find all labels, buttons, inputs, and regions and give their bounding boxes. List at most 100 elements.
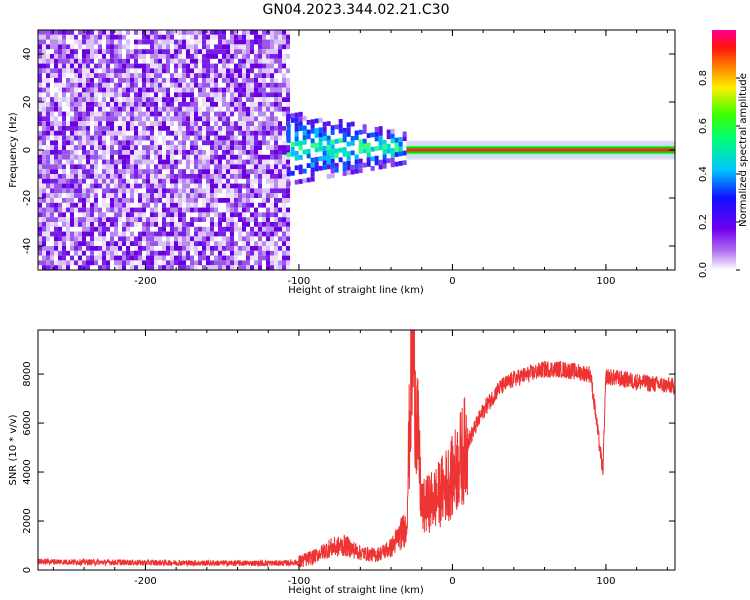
spectrogram-cell bbox=[218, 39, 222, 45]
spectrogram-cell bbox=[238, 49, 242, 54]
spectrogram-cell bbox=[282, 63, 286, 69]
spectrogram-cell bbox=[258, 150, 262, 155]
spectrogram-cell bbox=[290, 118, 295, 123]
spectrogram-cell bbox=[130, 145, 134, 150]
spectrogram-cell bbox=[258, 246, 262, 251]
spectrogram-cell bbox=[170, 231, 174, 237]
spectrogram-cell bbox=[42, 250, 46, 256]
spectrogram-cell bbox=[194, 135, 198, 141]
spectrogram-cell bbox=[38, 212, 42, 218]
spectrogram-cell bbox=[174, 49, 178, 54]
spectrogram-cell bbox=[190, 49, 194, 54]
spectrogram-cell bbox=[194, 82, 198, 88]
spectrogram-cell bbox=[246, 255, 250, 261]
spectrogram-cell bbox=[110, 78, 114, 83]
spectrogram-cell bbox=[42, 106, 46, 112]
spectrogram-cell bbox=[142, 217, 146, 222]
spectrogram-cell bbox=[62, 92, 66, 98]
spectrogram-cell bbox=[266, 236, 270, 242]
spectrogram-cell bbox=[294, 141, 299, 147]
spectrogram-cell bbox=[62, 111, 66, 117]
spectrogram-cell bbox=[234, 82, 238, 88]
spectrogram-cell bbox=[118, 82, 122, 88]
spectrogram-cell bbox=[218, 92, 222, 98]
spectrogram-cell bbox=[186, 193, 190, 198]
spectrogram-cell bbox=[258, 68, 262, 74]
spectrogram-cell bbox=[342, 171, 347, 176]
spectrogram-cell bbox=[250, 130, 254, 136]
spectrogram-cell bbox=[38, 164, 42, 170]
spectrogram-cell bbox=[94, 68, 98, 74]
spectrogram-cell bbox=[330, 168, 335, 174]
spectrogram-cell bbox=[330, 154, 335, 159]
spectrogram-cell bbox=[346, 170, 351, 176]
spectrogram-cell bbox=[326, 173, 331, 179]
spectrogram-cell bbox=[106, 102, 110, 107]
spectrogram-cell bbox=[266, 255, 270, 261]
spectrogram-cell bbox=[134, 241, 138, 246]
spectrogram-cell bbox=[366, 133, 371, 138]
spectrogram-cell bbox=[126, 222, 130, 227]
spectrogram-cell bbox=[198, 150, 202, 155]
spectrogram-cell bbox=[46, 145, 50, 150]
spectrogram-cell bbox=[190, 97, 194, 102]
spectrogram-cell bbox=[198, 241, 202, 246]
spectrogram-cell bbox=[194, 39, 198, 45]
spectrogram-cell bbox=[182, 87, 186, 93]
spectrogram-cell bbox=[186, 39, 190, 45]
colorbar-tick-label: 0.0 bbox=[698, 262, 709, 278]
spectrogram-cell bbox=[286, 188, 290, 194]
spectrogram-cell bbox=[250, 178, 254, 184]
spectrogram-cell bbox=[82, 164, 86, 170]
spectrogram-cell bbox=[270, 174, 274, 179]
spectrogram-cell bbox=[110, 159, 114, 165]
spectrogram-cell bbox=[94, 63, 98, 69]
spectrogram-cell bbox=[214, 265, 218, 270]
spectrogram-cell bbox=[274, 226, 278, 232]
spectrogram-cell bbox=[126, 78, 130, 83]
spectrogram-cell bbox=[146, 154, 150, 160]
spectrogram-cell bbox=[266, 159, 270, 165]
spectrogram-cell bbox=[130, 217, 134, 222]
spectrogram-cell bbox=[38, 121, 42, 126]
spectrogram-cell bbox=[242, 236, 246, 242]
spectrogram-cell bbox=[90, 34, 94, 40]
spectrogram-cell bbox=[246, 54, 250, 59]
spectrogram-cell bbox=[298, 140, 303, 146]
spectrogram-cell bbox=[310, 157, 315, 163]
spectrogram-cell bbox=[226, 140, 230, 146]
spectrogram-cell bbox=[166, 58, 170, 64]
spectrogram-cell bbox=[226, 82, 230, 88]
spectrogram-cell bbox=[286, 54, 290, 59]
spectrogram-cell bbox=[218, 145, 222, 150]
spectrogram-cell bbox=[82, 169, 86, 174]
spectrogram-cell bbox=[122, 236, 126, 242]
spectrogram-cell bbox=[218, 106, 222, 112]
spectrogram-cell bbox=[142, 121, 146, 126]
spectrogram-cell bbox=[194, 126, 198, 131]
spectrogram-cell bbox=[326, 121, 331, 126]
spectrogram-cell bbox=[270, 241, 274, 246]
spectrogram-cell bbox=[166, 49, 170, 54]
spectrogram-cell bbox=[194, 58, 198, 64]
spectrogram-cell bbox=[150, 265, 154, 270]
spectrogram-cell bbox=[106, 150, 110, 155]
spectrogram-cell bbox=[50, 97, 54, 102]
spectrogram-cell bbox=[170, 49, 174, 54]
spectrogram-cell bbox=[154, 111, 158, 117]
spectrogram-cell bbox=[286, 222, 290, 227]
spectrogram-cell bbox=[230, 111, 234, 117]
spectrogram-cell bbox=[102, 130, 106, 136]
spectrogram-cell bbox=[206, 174, 210, 179]
spectrogram-cell bbox=[238, 87, 242, 93]
spectrogram-cell bbox=[194, 54, 198, 59]
spectrogram-cell bbox=[258, 126, 262, 131]
spectrogram-cell bbox=[62, 255, 66, 261]
spectrogram-cell bbox=[114, 183, 118, 189]
spectrogram-cell bbox=[114, 169, 118, 174]
spectrogram-cell bbox=[46, 30, 50, 35]
spectrogram-cell bbox=[202, 63, 206, 69]
spectrogram-cell bbox=[246, 130, 250, 136]
spectrogram-cell bbox=[70, 260, 74, 266]
spectrogram-cell bbox=[206, 68, 210, 74]
